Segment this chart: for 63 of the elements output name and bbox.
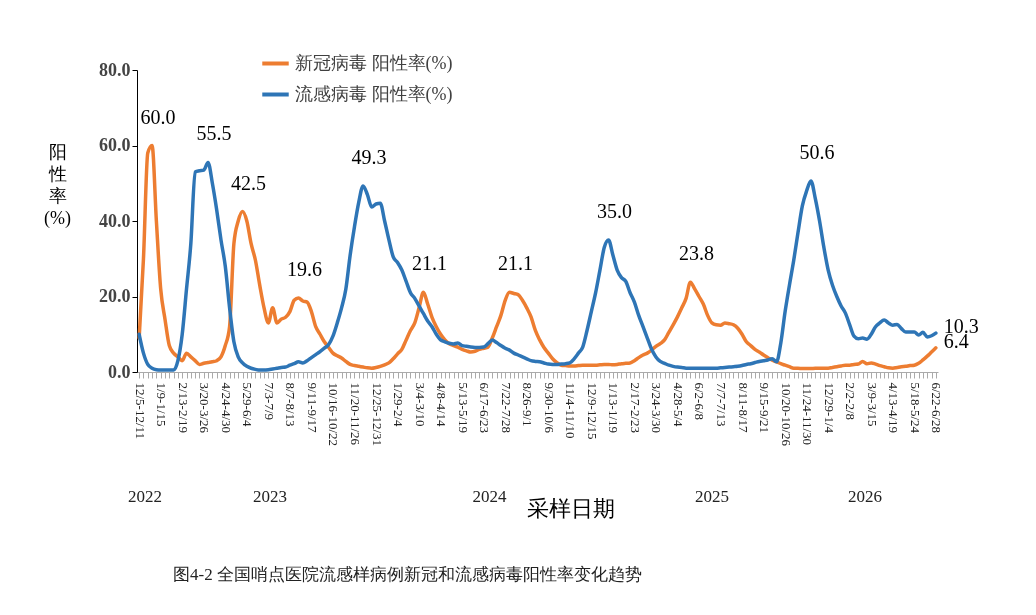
- x-tick-label: 4/13-4/19: [886, 382, 902, 434]
- x-tick-label: 3/20-3/26: [197, 382, 213, 434]
- data-label: 60.0: [140, 105, 176, 128]
- caption: 图4-2 全国哨点医院流感样病例新冠和流感病毒阳性率变化趋势: [173, 565, 642, 584]
- text: 2026: [848, 487, 883, 506]
- x-tick-label: 8/26-9/1: [520, 382, 536, 427]
- data-label: 55.5: [196, 122, 232, 145]
- data-label: 19.6: [286, 258, 322, 281]
- x-tick-label: 1/29-2/4: [391, 382, 407, 428]
- data-label: 35.0: [597, 199, 633, 222]
- y-tick-label: 80.0: [99, 59, 131, 80]
- x-tick-label: 8/7-8/13: [283, 382, 299, 427]
- data-label: 23.8: [678, 242, 714, 265]
- x-tick-label: 6/17-6/23: [477, 382, 493, 434]
- x-tick-label: 8/11-8/17: [735, 382, 751, 434]
- x-tick-label: 2/13-2/19: [175, 382, 191, 434]
- text: 2022: [128, 487, 163, 506]
- data-label: 42.5: [231, 171, 267, 194]
- text: 2023: [252, 487, 287, 506]
- data-label: 50.6: [799, 140, 835, 163]
- text: 2025: [695, 487, 730, 506]
- x-tick-label: 7/7-7/13: [714, 382, 730, 427]
- x-tick-label: 5/29-6/4: [240, 382, 256, 428]
- x-tick-label: 5/13-5/19: [455, 382, 471, 434]
- x-tick-label: 12/25-12/31: [369, 382, 385, 447]
- data-label: 21.1: [411, 252, 447, 275]
- x-tick-label: 12/29-1/4: [821, 382, 837, 434]
- data-label: 49.3: [351, 145, 387, 168]
- x-tick-label: 4/28-5/4: [670, 382, 686, 428]
- x-tick-label: 11/20-11/26: [347, 382, 363, 446]
- y-tick-label: 20.0: [99, 286, 131, 306]
- x-tick-label: 9/30-10/6: [541, 382, 557, 434]
- x-tick-label: 11/24-11/30: [800, 382, 816, 446]
- x-tick-label: 12/9-12/15: [584, 382, 600, 440]
- x-tick-label: 7/3-7/9: [261, 382, 277, 421]
- y-tick-label: 40.0: [99, 210, 131, 231]
- x-tick-label: 7/22-7/28: [498, 382, 514, 434]
- x-tick-label: 9/15-9/21: [757, 382, 773, 434]
- x-tick-label: 10/20-10/26: [778, 382, 794, 447]
- y-axis-title: 阳性率(%): [44, 141, 71, 229]
- x-tick-label: 6/2-6/8: [692, 382, 708, 421]
- x-tick-label: 3/24-3/30: [649, 382, 665, 434]
- x-tick-label: 1/13-1/19: [606, 382, 622, 434]
- x-tick-label: 10/16-10/22: [326, 382, 342, 447]
- x-tick-label: 3/9-3/15: [864, 382, 880, 427]
- y-tick-label: 0.0: [108, 361, 131, 382]
- x-tick-label: 4/8-4/14: [434, 382, 450, 428]
- x-tick-label: 5/18-5/24: [907, 382, 923, 434]
- x-tick-label: 3/4-3/10: [412, 382, 428, 427]
- text: 2024: [472, 487, 507, 506]
- y-tick-label: 60.0: [99, 135, 131, 155]
- x-tick-label: 1/9-1/15: [154, 382, 170, 427]
- legend-label: 新冠病毒 阳性率(%): [295, 52, 453, 74]
- x-tick-label: 4/24-4/30: [218, 382, 234, 434]
- x-tick-label: 11/4-11/10: [563, 382, 579, 439]
- x-tick-label: 6/22-6/28: [929, 382, 945, 434]
- x-tick-label: 2/17-2/23: [627, 382, 643, 434]
- data-label: 21.1: [498, 252, 534, 275]
- x-axis-title: 采样日期: [527, 496, 615, 522]
- legend-label: 流感病毒 阳性率(%): [295, 83, 453, 105]
- x-tick-label: 9/11-9/17: [304, 382, 320, 434]
- x-tick-label: 2/2-2/8: [843, 382, 859, 421]
- x-tick-label: 12/5-12/11: [132, 382, 148, 440]
